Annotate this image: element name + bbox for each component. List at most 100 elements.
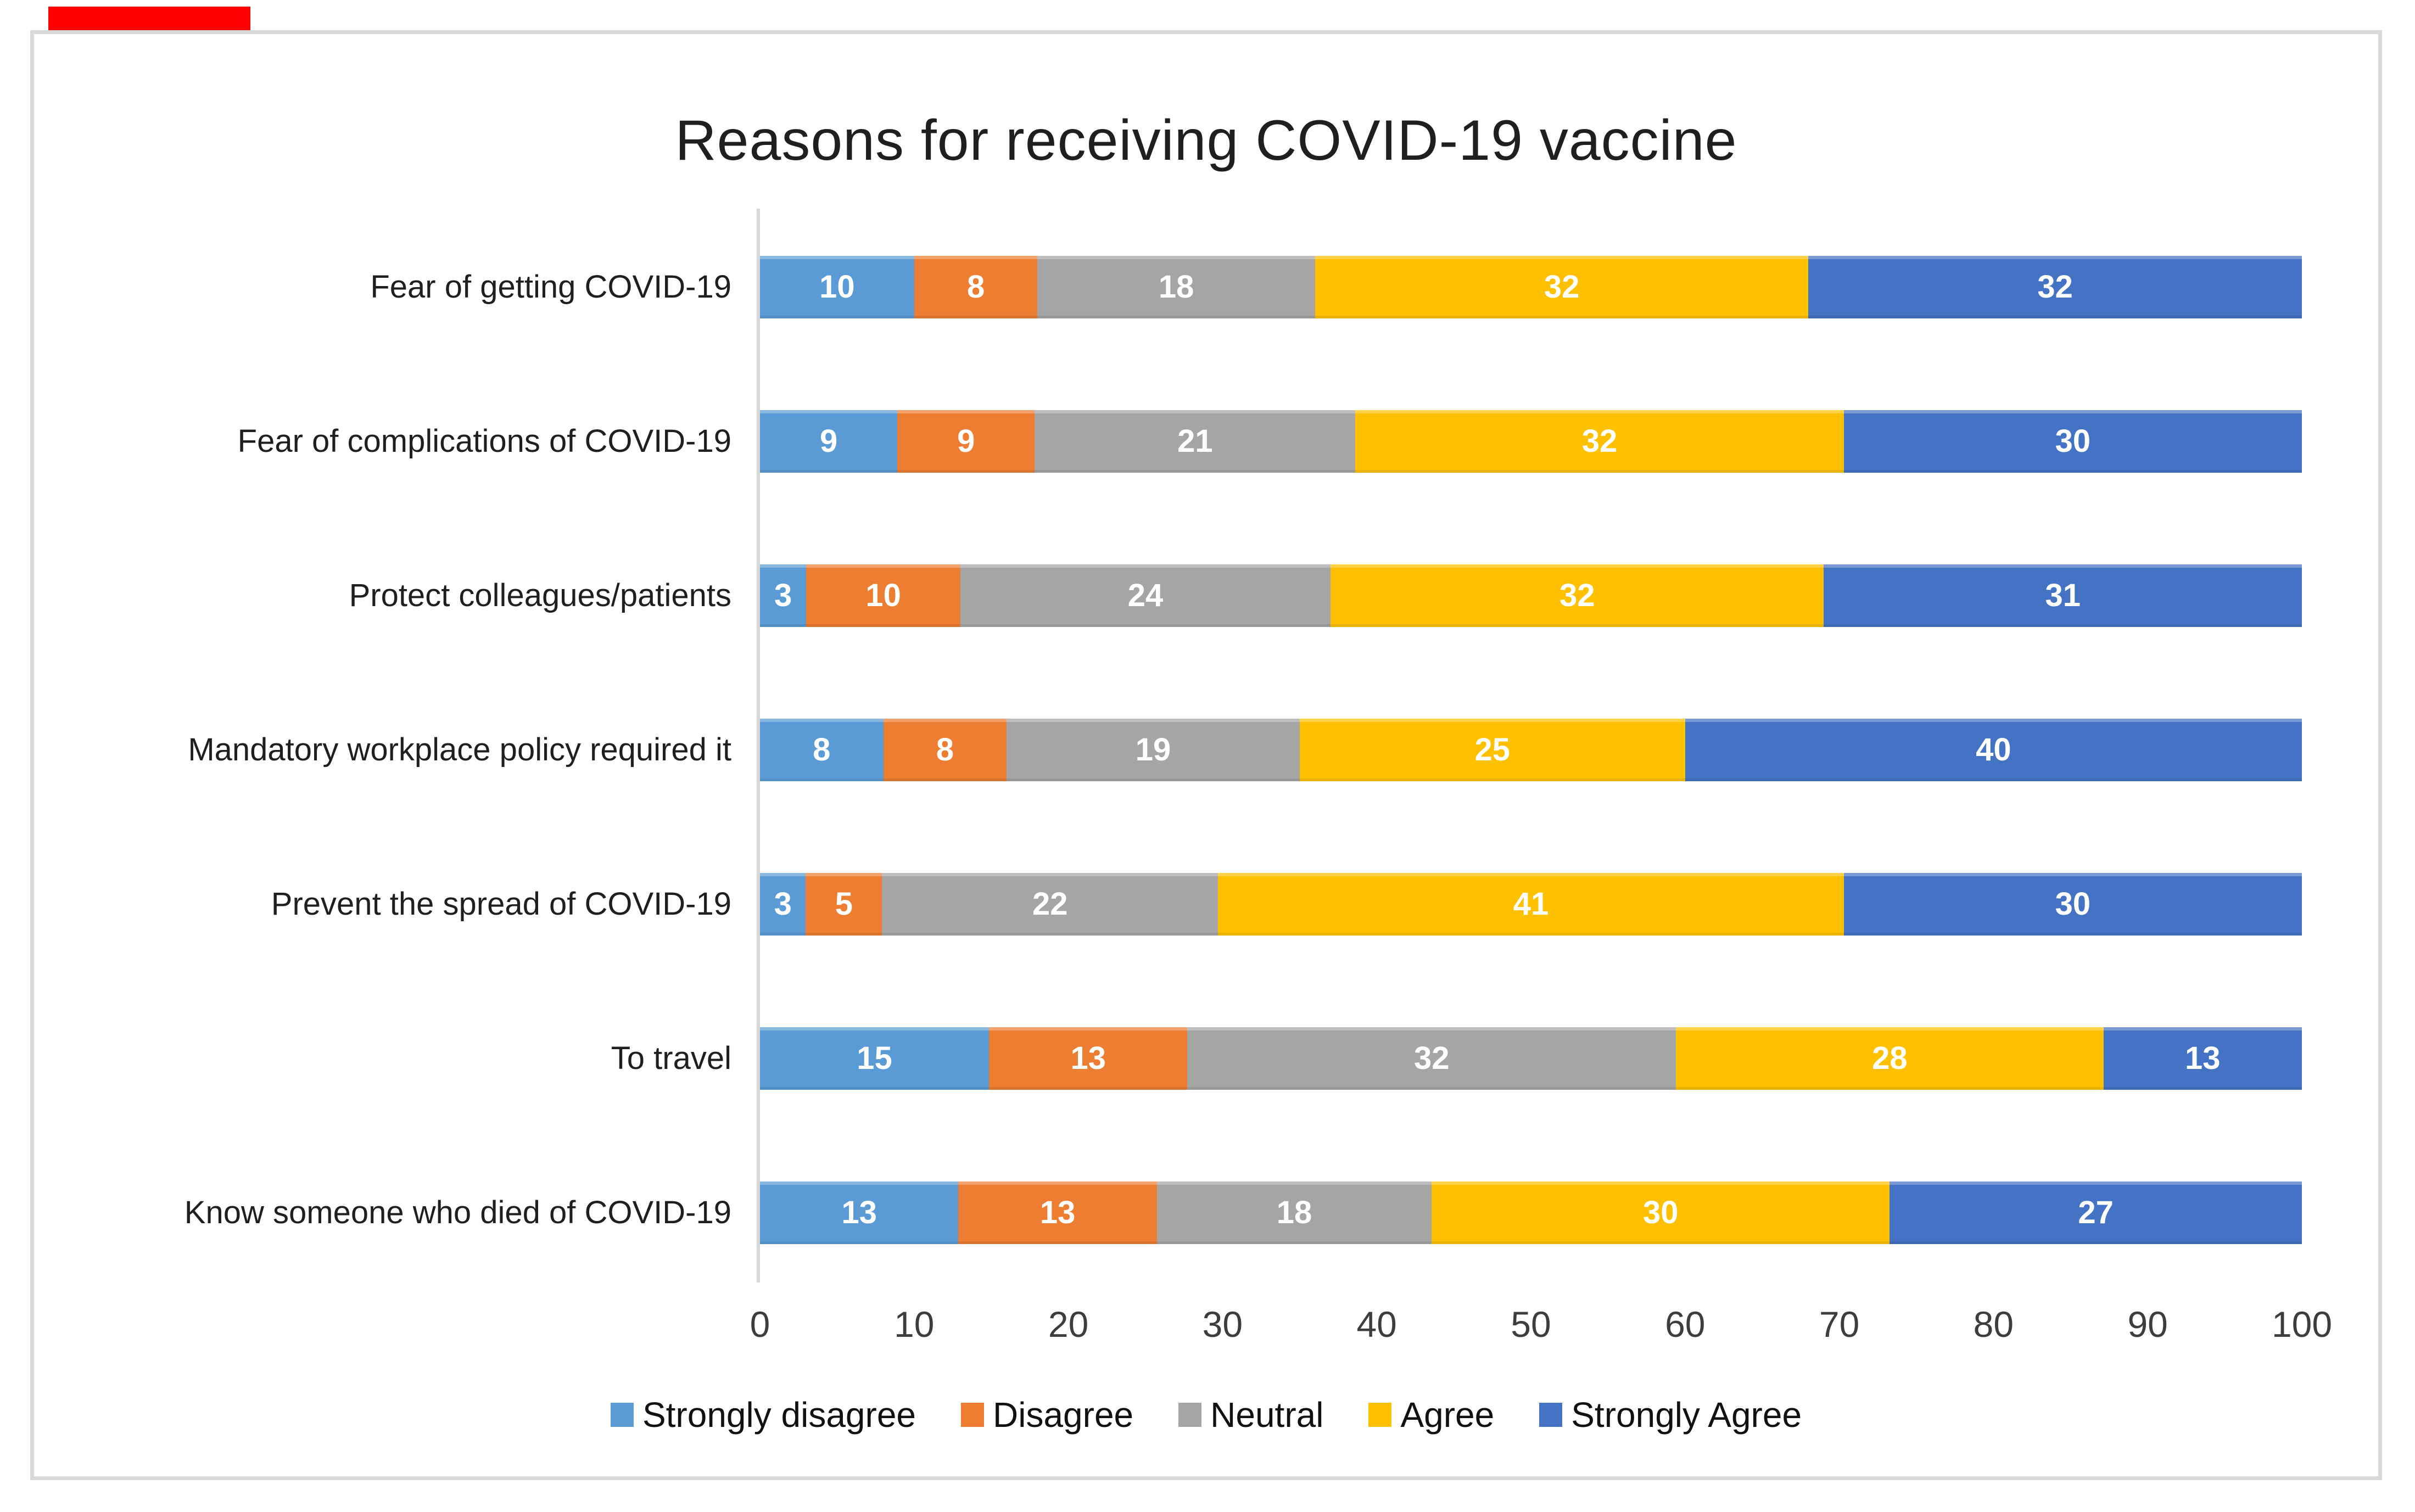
bar-segment-agree: 28 [1676, 1027, 2104, 1090]
bar-segment-agree: 32 [1355, 410, 1844, 473]
category-label: Know someone who died of COVID-19 [184, 1194, 731, 1230]
bar-segment-neutral: 18 [1037, 255, 1315, 318]
bar-value-label: 13 [2185, 1040, 2221, 1076]
bar-value-label: 18 [1158, 269, 1194, 305]
bar-row: 3 5 22 41 30 [760, 827, 2302, 981]
bar-segment-disagree: 8 [914, 255, 1038, 318]
bar-segment-disagree: 9 [897, 410, 1035, 473]
bar-row: 8 8 19 25 40 [760, 673, 2302, 827]
bar-stack: 8 8 19 25 40 [760, 718, 2302, 781]
bar-value-label: 5 [835, 886, 853, 922]
bar-value-label: 25 [1474, 732, 1511, 768]
bar-value-label: 3 [774, 578, 792, 613]
legend-item: Disagree [961, 1395, 1133, 1435]
bar-value-label: 21 [1177, 423, 1213, 459]
category-axis-labels: Fear of getting COVID-19 Fear of complica… [45, 210, 731, 1290]
legend-swatch-icon [961, 1403, 985, 1427]
bar-segment-disagree: 10 [806, 564, 961, 627]
legend-item: Strongly disagree [610, 1395, 916, 1435]
x-axis-tick-labels: 0 10 20 30 40 50 60 70 80 90 100 [750, 1303, 2332, 1347]
bar-value-label: 22 [1032, 886, 1068, 922]
bar-segment-agree: 41 [1218, 872, 1844, 936]
bar-segment-neutral: 19 [1007, 718, 1300, 781]
bar-segment-strongly-disagree: 15 [760, 1027, 990, 1090]
bar-segment-neutral: 22 [882, 872, 1218, 936]
x-tick-label: 50 [1511, 1304, 1551, 1345]
bar-segment-strongly-agree: 40 [1685, 718, 2302, 781]
bar-segment-strongly-agree: 27 [1889, 1181, 2302, 1244]
legend-item: Agree [1368, 1395, 1494, 1435]
bar-value-label: 10 [865, 578, 901, 613]
x-tick-label: 70 [1819, 1304, 1860, 1345]
bar-segment-agree: 30 [1432, 1181, 1890, 1244]
bar-segment-disagree: 13 [958, 1181, 1157, 1244]
bar-segment-agree: 32 [1315, 255, 1809, 318]
legend-item: Strongly Agree [1539, 1395, 1802, 1435]
bar-value-label: 13 [1070, 1040, 1106, 1076]
x-tick-label: 90 [2127, 1304, 2168, 1345]
x-tick-label: 30 [1202, 1304, 1243, 1345]
bar-segment-disagree: 8 [883, 718, 1007, 781]
bar-value-label: 30 [2055, 423, 2091, 459]
bar-segment-strongly-disagree: 10 [760, 255, 914, 318]
bar-segment-agree: 25 [1299, 718, 1685, 781]
category-label: Prevent the spread of COVID-19 [271, 886, 731, 922]
chart-legend: Strongly disagree Disagree Neutral Agree Str… [34, 1395, 2378, 1435]
bar-value-label: 3 [774, 886, 792, 922]
plot-area: 10 8 18 32 32 9 9 21 32 30 3 10 24 32 31 8 8 19 25 40 3 5 22 41… [760, 210, 2302, 1290]
legend-label: Strongly disagree [642, 1395, 916, 1435]
bar-stack: 13 13 18 30 27 [760, 1181, 2302, 1244]
bar-stack: 15 13 32 28 13 [760, 1027, 2302, 1090]
legend-swatch-icon [1368, 1403, 1392, 1427]
bar-value-label: 18 [1276, 1195, 1312, 1230]
bar-value-label: 8 [966, 269, 985, 305]
bar-value-label: 41 [1513, 886, 1549, 922]
category-label: Mandatory workplace policy required it [188, 731, 731, 768]
bar-value-label: 13 [1039, 1195, 1076, 1230]
x-tick-label: 20 [1048, 1304, 1089, 1345]
legend-swatch-icon [1539, 1403, 1563, 1427]
bar-segment-strongly-agree: 32 [1808, 255, 2302, 318]
category-label: Protect colleagues/patients [349, 577, 731, 613]
bar-value-label: 9 [957, 423, 975, 459]
x-tick-label: 10 [894, 1304, 935, 1345]
x-tick-label: 100 [2271, 1304, 2333, 1345]
bar-row: 15 13 32 28 13 [760, 981, 2302, 1135]
legend-item: Neutral [1178, 1395, 1323, 1435]
bar-segment-strongly-agree: 30 [1843, 872, 2302, 936]
category-label: Fear of complications of COVID-19 [237, 423, 731, 459]
bar-value-label: 30 [2055, 886, 2091, 922]
x-tick-label: 60 [1665, 1304, 1706, 1345]
category-label: To travel [611, 1040, 731, 1076]
bar-segment-strongly-agree: 13 [2103, 1027, 2302, 1090]
bar-segment-strongly-disagree: 9 [760, 410, 898, 473]
bar-row: 9 9 21 32 30 [760, 364, 2302, 518]
y-axis-line [757, 209, 760, 1283]
bar-value-label: 30 [1643, 1195, 1679, 1230]
bar-value-label: 8 [936, 732, 954, 768]
bar-value-label: 9 [819, 423, 838, 459]
legend-swatch-icon [610, 1403, 634, 1427]
bar-stack: 9 9 21 32 30 [760, 410, 2302, 473]
bar-value-label: 32 [1544, 269, 1580, 305]
legend-label: Strongly Agree [1571, 1395, 1802, 1435]
legend-label: Agree [1400, 1395, 1495, 1435]
bar-segment-neutral: 18 [1156, 1181, 1432, 1244]
bar-value-label: 27 [2078, 1195, 2114, 1230]
bar-row: 10 8 18 32 32 [760, 210, 2302, 364]
bar-value-label: 32 [1414, 1040, 1450, 1076]
bar-segment-disagree: 5 [806, 872, 882, 936]
bar-segment-strongly-disagree: 8 [760, 718, 884, 781]
bar-segment-strongly-disagree: 13 [760, 1181, 959, 1244]
bar-segment-strongly-agree: 30 [1843, 410, 2302, 473]
bar-segment-strongly-disagree: 3 [760, 564, 807, 627]
bar-value-label: 24 [1127, 578, 1164, 613]
bar-stack: 3 10 24 32 31 [760, 564, 2302, 627]
legend-label: Neutral [1210, 1395, 1324, 1435]
bar-segment-neutral: 24 [960, 564, 1331, 627]
bar-row: 3 10 24 32 31 [760, 518, 2302, 673]
x-tick-label: 40 [1356, 1304, 1397, 1345]
bar-value-label: 40 [1976, 732, 2011, 768]
bar-value-label: 32 [1559, 578, 1595, 613]
